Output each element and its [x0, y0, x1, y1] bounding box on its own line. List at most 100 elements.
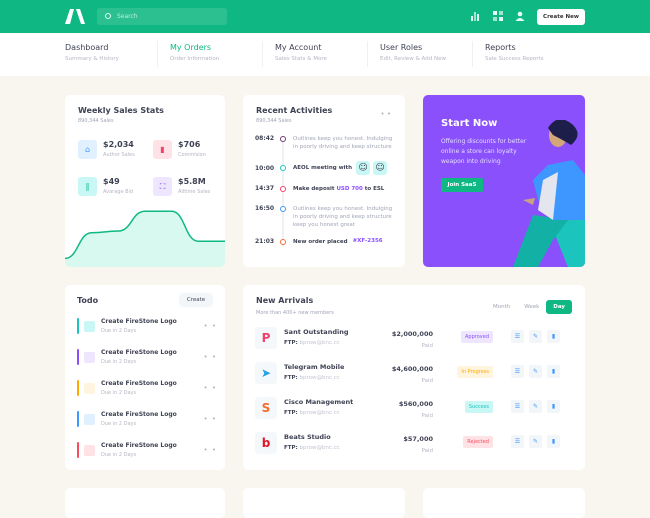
timeline-dot — [280, 136, 286, 142]
company-name[interactable]: Telegram Mobile — [284, 363, 345, 371]
more-icon[interactable]: • • — [380, 110, 391, 118]
arrival-row: ➤ Telegram Mobile FTP: bprow@bnc.cc $4,6… — [255, 362, 573, 386]
company-name[interactable]: Cisco Management — [284, 398, 354, 406]
stat-label: Commision — [178, 152, 206, 158]
nav-dashboard[interactable]: Dashboard Summary & History — [65, 43, 119, 67]
more-icon[interactable]: • • — [203, 353, 217, 361]
amount: $2,000,000 — [391, 330, 433, 338]
more-icon[interactable]: • • — [203, 322, 217, 330]
todo-title: Create FireStone Logo — [101, 411, 177, 418]
divider — [262, 41, 263, 67]
nav-my-orders[interactable]: My Orders Order Information — [170, 43, 219, 67]
activity-time: 14:37 — [255, 185, 275, 192]
view-icon[interactable]: ☰ — [511, 435, 524, 448]
avatar[interactable]: ☺ — [356, 161, 371, 175]
nav-user-roles[interactable]: User Roles Edit, Review & Add New — [380, 43, 446, 67]
grid-icon[interactable] — [493, 11, 503, 21]
view-icon[interactable]: ☰ — [511, 330, 524, 343]
status-badge: Approved — [461, 331, 493, 343]
todo-item[interactable]: Create FireStone Logo Due in 2 Days • • — [77, 442, 217, 458]
company-logo-icon: P — [255, 327, 277, 349]
tab-day[interactable]: Day — [546, 300, 572, 314]
more-icon[interactable]: • • — [203, 415, 217, 423]
todo-color-bar — [77, 442, 79, 458]
ftp-label: FTP: — [284, 410, 298, 416]
todo-item[interactable]: Create FireStone Logo Due in 2 Days • • — [77, 380, 217, 396]
nav-reports[interactable]: Reports Sale Success Reports — [485, 43, 544, 67]
paid-label: Paid — [421, 343, 433, 349]
todo-color-bar — [77, 349, 79, 365]
company-name[interactable]: Beats Studio — [284, 433, 331, 441]
logo-icon[interactable] — [65, 9, 85, 24]
stat-alltime-sales: ⛶ $5.8M Alltime Sales — [153, 177, 210, 196]
todo-create-button[interactable]: Create — [179, 293, 213, 307]
activity-text: Outlines keep you honest. Indulging in p… — [293, 206, 393, 228]
more-icon[interactable]: • • — [203, 384, 217, 392]
edit-icon[interactable]: ✎ — [529, 365, 542, 378]
join-saas-button[interactable]: Join SaaS — [441, 178, 483, 192]
activity-time: 21:03 — [255, 238, 275, 245]
todo-due: Due in 2 Days — [101, 328, 137, 334]
timeline-dot — [280, 206, 286, 212]
todo-due: Due in 2 Days — [101, 359, 137, 365]
card-subtitle: 890,344 Sales — [78, 118, 114, 124]
order-link[interactable]: #XF-2356 — [352, 238, 383, 244]
divider — [472, 41, 473, 67]
nav-my-account[interactable]: My Account Sales Stats & More — [275, 43, 327, 67]
todo-icon — [84, 382, 95, 394]
ftp-email: bprow@bnc.cc — [299, 445, 340, 451]
todo-color-bar — [77, 318, 79, 334]
card-placeholder — [423, 488, 585, 518]
status-badge: Rejected — [463, 436, 493, 448]
avatar[interactable]: ☺ — [373, 161, 388, 175]
activity-text: AEOL meeting with — [293, 165, 353, 171]
chart-bar-icon[interactable] — [470, 11, 480, 21]
company-logo-icon: b — [255, 432, 277, 454]
activity-text: Outlines keep you honest. Indulging in p… — [293, 136, 393, 150]
edit-icon[interactable]: ✎ — [529, 400, 542, 413]
sparkline-line — [65, 210, 225, 260]
more-icon[interactable]: • • — [203, 446, 217, 454]
delete-icon[interactable]: ▮ — [547, 330, 560, 343]
delete-icon[interactable]: ▮ — [547, 435, 560, 448]
stat-value: $2,034 — [103, 140, 134, 149]
user-icon[interactable] — [515, 11, 525, 21]
stat-label: Author Sales — [103, 152, 135, 158]
stat-label: Avarage Bid — [103, 189, 134, 195]
activity-text: New order placed — [293, 239, 348, 245]
delete-icon[interactable]: ▮ — [547, 400, 560, 413]
status-badge: Success — [464, 401, 493, 413]
stat-author-sales: ⌂ $2,034 Author Sales — [78, 140, 135, 159]
company-logo-icon: S — [255, 397, 277, 419]
edit-icon[interactable]: ✎ — [529, 435, 542, 448]
paid-label: Paid — [421, 378, 433, 384]
edit-icon[interactable]: ✎ — [529, 330, 542, 343]
view-icon[interactable]: ☰ — [511, 400, 524, 413]
paid-label: Paid — [421, 448, 433, 454]
ftp-email: bprow@bnc.cc — [299, 375, 340, 381]
todo-item[interactable]: Create FireStone Logo Due in 2 Days • • — [77, 349, 217, 365]
search-input[interactable]: Search — [97, 8, 227, 25]
card-title: Weekly Sales Stats — [78, 106, 164, 115]
ftp-label: FTP: — [284, 340, 298, 346]
timeline-dot — [280, 239, 286, 245]
tab-week[interactable]: Week — [524, 304, 540, 310]
activity-item: 16:50 Outlines keep you honest. Indulging… — [255, 205, 398, 229]
todo-item[interactable]: Create FireStone Logo Due in 2 Days • • — [77, 411, 217, 427]
activity-link[interactable]: USD 700 — [336, 186, 363, 192]
delete-icon[interactable]: ▮ — [547, 365, 560, 378]
view-icon[interactable]: ☰ — [511, 365, 524, 378]
nav-subtitle: Sales Stats & More — [275, 56, 327, 62]
ftp-email: bprow@bnc.cc — [299, 340, 340, 346]
promo-text: Offering discounts for better online a s… — [441, 138, 527, 165]
nav-subtitle: Order Information — [170, 56, 220, 62]
todo-title: Create FireStone Logo — [101, 442, 177, 449]
todo-item[interactable]: Create FireStone Logo Due in 2 Days • • — [77, 318, 217, 334]
nav-title: Dashboard — [65, 43, 109, 52]
company-name[interactable]: Sant Outstanding — [284, 328, 349, 336]
tab-month[interactable]: Month — [492, 304, 511, 310]
new-arrivals-card: New Arrivals More than 400+ new members M… — [243, 285, 585, 470]
create-new-button[interactable]: Create New — [537, 9, 585, 25]
top-header: Search Create New — [0, 0, 650, 33]
amount: $57,000 — [403, 435, 433, 443]
